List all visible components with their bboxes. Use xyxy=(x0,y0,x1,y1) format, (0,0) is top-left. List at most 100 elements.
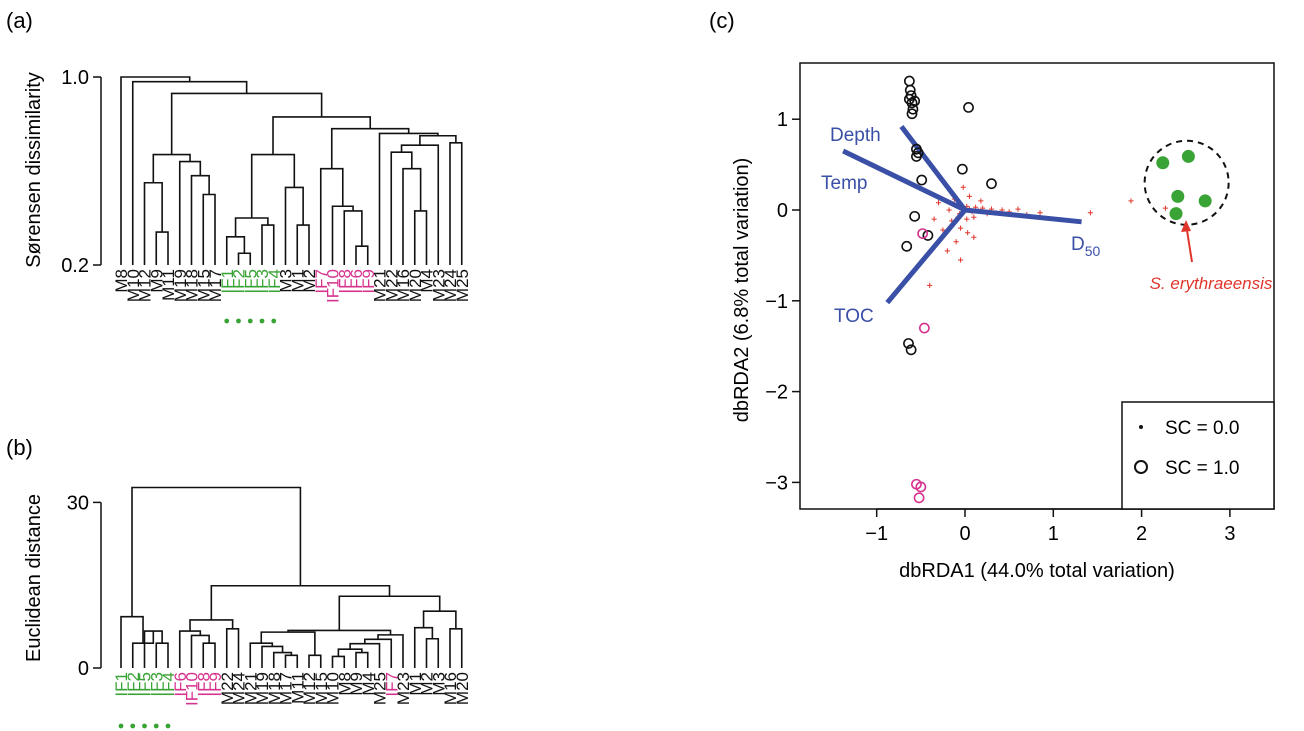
env-vector xyxy=(964,207,1082,225)
dendrogram-link xyxy=(250,153,296,218)
leaf-label: IF7 xyxy=(382,672,401,697)
site-point-green xyxy=(1156,156,1170,170)
leaf-label: M3 xyxy=(277,269,296,293)
leaf-label: M3 xyxy=(429,672,448,696)
dendrogram-link xyxy=(190,634,210,668)
site-point-magenta xyxy=(918,322,930,334)
leaf-label: M8 xyxy=(112,269,131,293)
panel-a-ylabel: Sørensen dissimilarity xyxy=(23,72,45,268)
group-dot xyxy=(271,318,277,324)
leaf-label: M24 xyxy=(441,269,460,302)
species-point xyxy=(1162,205,1169,211)
env-vector xyxy=(842,148,967,213)
vector-label: Depth xyxy=(830,125,881,146)
dendrogram-link xyxy=(343,210,363,265)
dendrogram-link xyxy=(355,651,369,668)
site-point xyxy=(986,178,997,190)
leaf-label: M9 xyxy=(147,269,166,293)
group-dot xyxy=(247,318,253,324)
panel-c-xlabel: dbRDA1 (44.0% total variation) xyxy=(899,560,1175,582)
dendrogram-link xyxy=(449,142,463,265)
leaf-label: M22 xyxy=(382,269,401,302)
dendrogram-link xyxy=(331,655,346,668)
species-point xyxy=(957,257,964,263)
legend-large-marker xyxy=(1134,460,1148,474)
leaf-label: M20 xyxy=(406,269,425,302)
site-point xyxy=(922,230,934,241)
dendrogram-link xyxy=(330,127,410,169)
dendrogram-link xyxy=(143,181,163,265)
y-tick-label: 1.0 xyxy=(61,67,89,89)
vector-label-d50: D50 xyxy=(1071,234,1101,259)
site-point xyxy=(916,174,928,186)
species-point xyxy=(1037,210,1043,216)
leaf-label: M20 xyxy=(453,672,472,705)
leaf-label: M9 xyxy=(347,672,366,696)
leaf-label: M22 xyxy=(218,672,237,705)
leaf-label: IF9 xyxy=(206,672,225,697)
leaf-label: IF3 xyxy=(147,672,166,697)
group-dot xyxy=(259,318,265,324)
dendrogram-link xyxy=(413,210,428,265)
leaf-label: IF3 xyxy=(253,269,272,294)
dendrogram-link xyxy=(349,642,381,668)
site-point-green xyxy=(1198,194,1212,208)
legend-large-label: SC = 1.0 xyxy=(1165,458,1239,479)
dendrogram-link xyxy=(225,236,246,265)
leaf-label: IF7 xyxy=(312,269,331,294)
dendrogram-link xyxy=(425,637,440,668)
leaf-label: IF2 xyxy=(124,672,143,697)
species-point xyxy=(965,230,971,236)
leaf-label: M25 xyxy=(453,269,472,302)
y-tick-label: 0 xyxy=(777,200,788,222)
species-point xyxy=(966,193,973,199)
site-point xyxy=(906,108,918,120)
leaf-label: IF6 xyxy=(347,269,366,294)
dendrogram-link xyxy=(131,486,302,617)
dendrogram-link xyxy=(155,231,169,265)
site-point-magenta xyxy=(915,481,927,493)
site-point xyxy=(956,163,968,175)
legend-small-label: SC = 0.0 xyxy=(1165,418,1239,439)
dendrogram-link xyxy=(152,153,191,183)
dendrogram-link xyxy=(210,584,391,620)
species-point xyxy=(944,248,950,254)
dendrogram-link xyxy=(234,217,269,237)
group-dot xyxy=(224,318,230,324)
leaf-label: M21 xyxy=(241,672,260,705)
dendrogram-link xyxy=(338,595,441,631)
site-point-magenta xyxy=(913,492,925,504)
species-point xyxy=(953,239,959,245)
species-point xyxy=(978,198,984,204)
leaf-label: M16 xyxy=(441,672,460,705)
y-tick-label: 30 xyxy=(67,492,89,514)
species-point xyxy=(1087,210,1093,216)
site-point xyxy=(901,240,913,252)
leaf-label: M24 xyxy=(230,672,249,705)
x-tick-label: 2 xyxy=(1136,523,1147,545)
dendrogram-link xyxy=(155,642,169,668)
dendrogram-link xyxy=(449,628,463,668)
y-tick-label: 0 xyxy=(78,658,89,680)
dendrogram-link xyxy=(120,76,191,265)
leaf-label: M18 xyxy=(265,672,284,705)
legend-box xyxy=(1121,401,1275,510)
site-point-green xyxy=(1171,189,1185,203)
leaf-label: M4 xyxy=(359,672,378,696)
panel-c-label: (c) xyxy=(709,8,735,33)
site-point-green xyxy=(1169,207,1183,221)
leaf-label: M19 xyxy=(253,672,272,705)
species-point xyxy=(971,234,977,240)
leaf-label: IF1 xyxy=(112,672,131,697)
panel-b-label: (b) xyxy=(6,435,33,460)
dendrogram-link xyxy=(261,645,284,668)
leaf-label: M18 xyxy=(183,269,202,302)
dendrogram-link xyxy=(202,193,216,265)
dendrogram-link xyxy=(355,245,369,265)
site-point xyxy=(903,75,915,87)
leaf-label: M21 xyxy=(371,269,390,302)
vector-label-subscript: 50 xyxy=(1085,243,1101,259)
x-tick-label: −1 xyxy=(865,523,888,545)
leaf-label: M2 xyxy=(418,672,437,696)
leaf-label: IF9 xyxy=(359,269,378,294)
